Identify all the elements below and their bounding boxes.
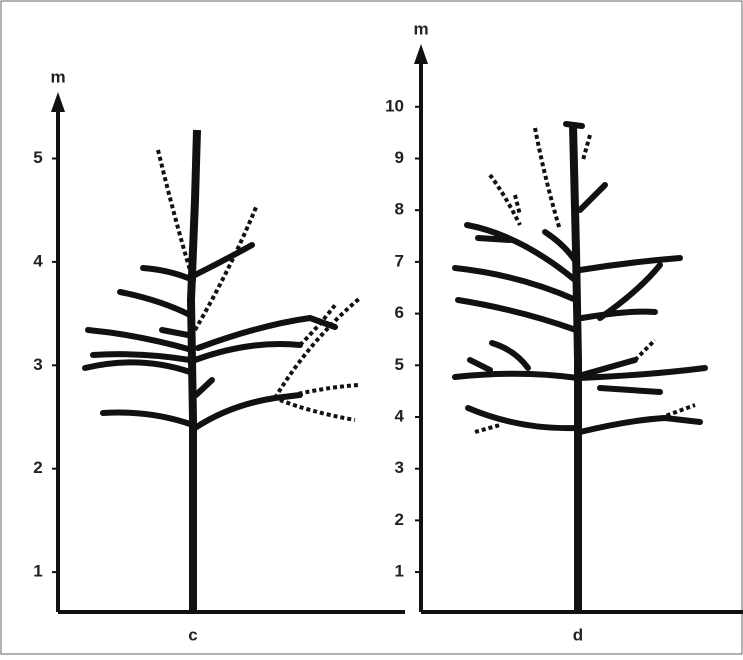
- unit-label: m: [413, 19, 428, 38]
- y-tick-label: 6: [395, 303, 404, 322]
- figure: m c m d 1 2 3 4 5 1 2 3 4 5 6 7 8 9 10: [0, 0, 743, 655]
- y-tick-label: 3: [33, 355, 42, 374]
- y-tick-label: 4: [395, 406, 405, 425]
- y-tick-label: 8: [395, 200, 404, 219]
- panel-label: c: [188, 625, 197, 644]
- y-tick-label: 4: [33, 251, 43, 270]
- page: m c m d 1234512345678910 (() => { const …: [0, 0, 743, 660]
- unit-label: m: [50, 67, 65, 86]
- y-tick-label: 5: [395, 355, 404, 374]
- panel-label: d: [573, 625, 583, 644]
- y-tick-label: 9: [395, 148, 404, 167]
- y-tick-label: 5: [33, 148, 42, 167]
- y-tick-label: 2: [33, 458, 42, 477]
- y-tick-label: 3: [395, 458, 404, 477]
- y-tick-label: 1: [395, 562, 404, 581]
- y-tick-label: 2: [395, 510, 404, 529]
- y-tick-label: 10: [385, 96, 404, 115]
- y-tick-label: 1: [33, 562, 42, 581]
- frame: [1, 1, 742, 654]
- y-tick-label: 7: [395, 251, 404, 270]
